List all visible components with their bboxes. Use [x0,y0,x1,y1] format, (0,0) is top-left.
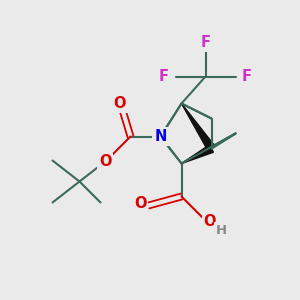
Text: O: O [114,96,126,111]
Text: O: O [204,214,216,230]
Polygon shape [182,145,213,164]
Text: F: F [242,69,252,84]
Text: F: F [200,35,211,50]
Text: O: O [99,154,111,169]
Polygon shape [182,103,215,151]
Text: H: H [215,224,227,237]
Text: O: O [134,196,146,211]
Text: F: F [159,69,169,84]
Text: N: N [154,129,167,144]
